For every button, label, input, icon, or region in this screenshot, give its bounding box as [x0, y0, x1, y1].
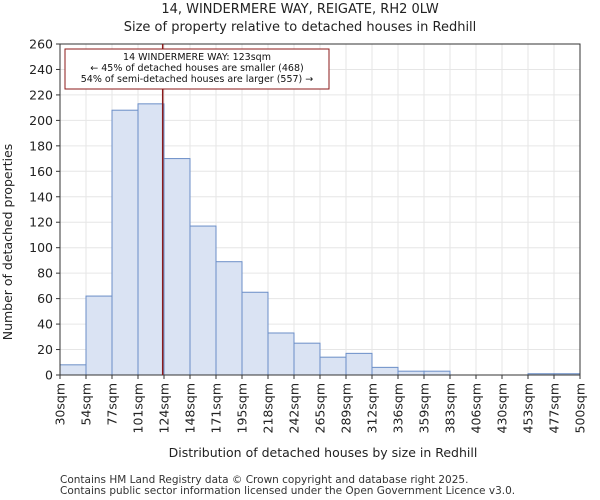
y-tick-label: 160: [29, 164, 53, 179]
y-tick-label: 240: [29, 62, 53, 77]
x-tick-label: 453sqm: [521, 383, 536, 433]
x-tick-label: 406sqm: [469, 383, 484, 433]
x-tick-label: 30sqm: [53, 383, 68, 426]
bar-265sqm: [319, 356, 347, 376]
x-tick-label: 336sqm: [391, 383, 406, 433]
annotation-box: [64, 48, 330, 90]
x-tick-label: 383sqm: [443, 383, 458, 433]
y-tick-label: 140: [29, 189, 53, 204]
footer-line-1: Contains HM Land Registry data © Crown c…: [60, 474, 468, 486]
y-tick-label: 180: [29, 138, 53, 153]
x-tick-label: 124sqm: [157, 383, 172, 433]
y-axis-ticks: 0 20 40 60 80 100 120 140 160 180 200 220 240 260: [29, 37, 60, 383]
bar-30sqm: [59, 364, 87, 376]
y-tick-label: 100: [29, 240, 53, 255]
y-tick-label: 40: [37, 317, 53, 332]
annotation-line-2: ← 45% of detached houses are smaller (46…: [90, 63, 303, 74]
bar-312sqm: [371, 366, 399, 376]
x-tick-label: 171sqm: [209, 383, 224, 433]
chart-subtitle: Size of property relative to detached ho…: [124, 20, 477, 35]
x-tick-label: 477sqm: [547, 383, 562, 433]
footer-line-2: Contains public sector information licen…: [60, 485, 515, 497]
y-tick-label: 260: [29, 37, 53, 52]
bar-242sqm: [293, 342, 321, 376]
bar-289sqm: [345, 352, 373, 376]
annotation-line-3: 54% of semi-detached houses are larger (…: [81, 74, 314, 85]
y-tick-label: 20: [37, 342, 53, 357]
axes: [59, 43, 581, 376]
x-tick-label: 54sqm: [79, 383, 94, 426]
bar-77sqm: [111, 109, 139, 376]
y-axis-label: Number of detached properties: [0, 144, 15, 341]
annotation-line-1: 14 WINDERMERE WAY: 123sqm: [123, 52, 271, 63]
x-tick-label: 218sqm: [261, 383, 276, 433]
y-tick-label: 200: [29, 113, 53, 128]
bar-124sqm: [163, 158, 191, 376]
bar-101sqm: [137, 103, 165, 376]
bar-54sqm: [85, 295, 113, 376]
x-tick-label: 101sqm: [131, 383, 146, 433]
bar-218sqm: [267, 332, 295, 376]
x-tick-label: 500sqm: [573, 383, 588, 433]
x-tick-label: 148sqm: [183, 383, 198, 433]
x-tick-label: 430sqm: [495, 383, 510, 433]
property-marker: 14 WINDERMERE WAY: 123sqm← 45% of detach…: [64, 44, 330, 375]
x-axis-ticks: 30sqm 54sqm 77sqm 101sqm 124sqm 148sqm 171sqm 1…: [53, 375, 588, 433]
plot-frame: [59, 43, 581, 376]
y-tick-label: 0: [45, 368, 53, 383]
x-tick-label: 77sqm: [105, 383, 120, 426]
y-tick-label: 120: [29, 215, 53, 230]
x-tick-label: 242sqm: [287, 383, 302, 433]
x-tick-label: 289sqm: [339, 383, 354, 433]
x-tick-label: 312sqm: [365, 383, 380, 433]
bars: [59, 103, 581, 376]
bar-359sqm: [423, 370, 451, 376]
bar-171sqm: [215, 261, 243, 376]
y-tick-label: 80: [37, 266, 53, 281]
y-tick-label: 220: [29, 87, 53, 102]
bar-336sqm: [397, 370, 425, 376]
bar-195sqm: [241, 291, 269, 376]
x-axis-label: Distribution of detached houses by size …: [169, 445, 478, 460]
bar-148sqm: [189, 225, 217, 376]
x-tick-label: 195sqm: [235, 383, 250, 433]
x-tick-label: 359sqm: [417, 383, 432, 433]
x-tick-label: 265sqm: [313, 383, 328, 433]
chart-title: 14, WINDERMERE WAY, REIGATE, RH2 0LW: [161, 2, 439, 17]
y-tick-label: 60: [37, 291, 53, 306]
